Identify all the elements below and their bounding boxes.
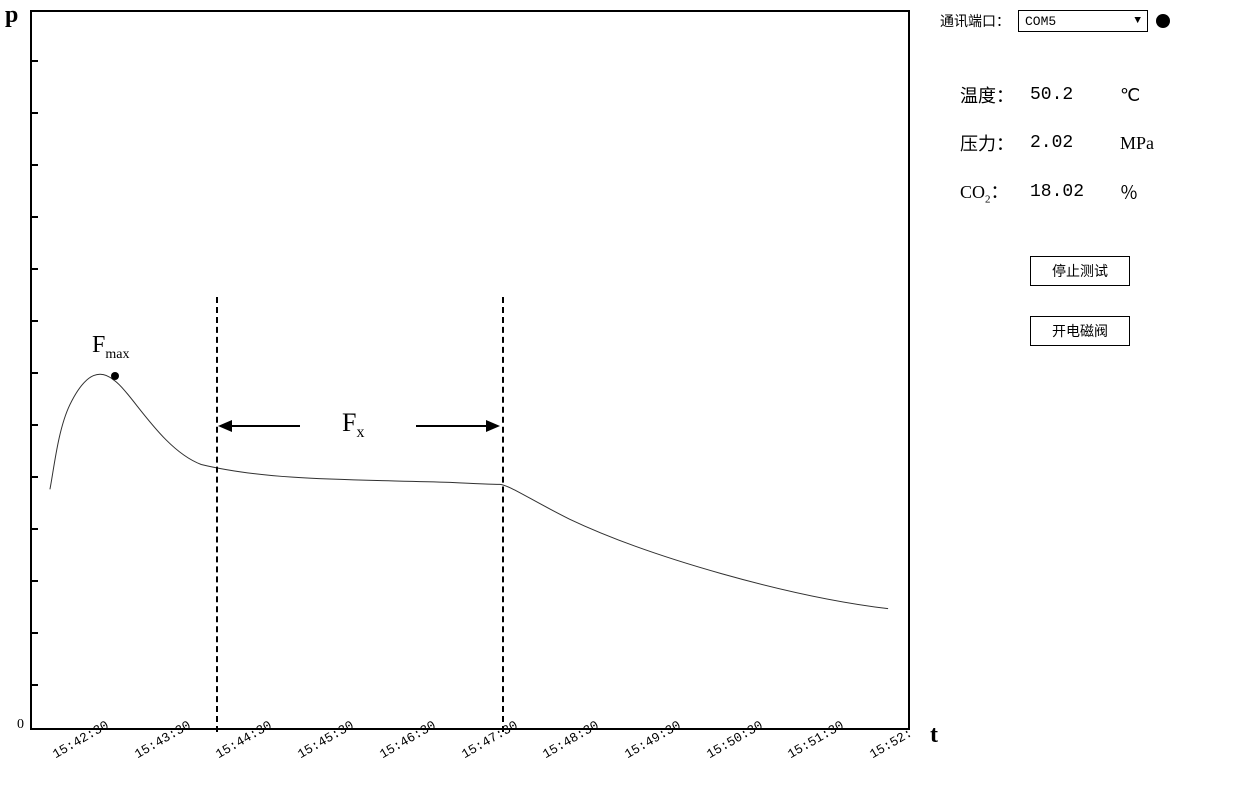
co2-row: CO2： 18.02 ％ <box>960 178 1220 206</box>
com-port-label: 通讯端口： <box>940 11 1010 31</box>
fx-range-start-line <box>216 297 218 732</box>
pressure-row: 压力： 2.02 MPa <box>960 130 1220 156</box>
fx-range-end-line <box>502 297 504 732</box>
pressure-label: 压力： <box>960 130 1030 156</box>
fmax-label: Fmax <box>92 332 129 363</box>
chart-plot-area: Fmax Fx 0 15:42:3015:43:3015:44:3015:45:… <box>30 10 910 730</box>
co2-unit: ％ <box>1120 179 1170 205</box>
stop-test-button[interactable]: 停止测试 <box>1030 256 1130 286</box>
x-axis-label: t <box>930 722 970 780</box>
y-axis-label: p <box>5 2 18 29</box>
co2-value: 18.02 <box>1030 182 1120 202</box>
temperature-row: 温度： 50.2 ℃ <box>960 82 1220 108</box>
temperature-unit: ℃ <box>1120 85 1170 106</box>
chart-container: p Fmax Fx 0 15:42:3015:43:3015:44:3015:4… <box>30 10 930 770</box>
com-port-select[interactable]: COM5 ▼ <box>1018 10 1148 32</box>
fx-label: Fx <box>342 408 364 442</box>
button-group: 停止测试 开电磁阀 <box>940 256 1220 346</box>
connection-status-indicator <box>1156 14 1170 28</box>
pressure-unit: MPa <box>1120 133 1170 154</box>
com-port-selected-value: COM5 <box>1025 14 1056 29</box>
readings-block: 温度： 50.2 ℃ 压力： 2.02 MPa CO2： 18.02 ％ <box>940 82 1220 206</box>
open-valve-button[interactable]: 开电磁阀 <box>1030 316 1130 346</box>
chevron-down-icon: ▼ <box>1134 15 1141 27</box>
x-tick-label: 15:52: <box>867 726 915 762</box>
control-panel: 通讯端口： COM5 ▼ 温度： 50.2 ℃ 压力： 2.02 MPa CO2… <box>940 10 1220 346</box>
chart-curve <box>32 12 908 728</box>
co2-label: CO2： <box>960 178 1030 206</box>
com-port-row: 通讯端口： COM5 ▼ <box>940 10 1220 32</box>
y-axis-zero: 0 <box>17 717 24 733</box>
temperature-label: 温度： <box>960 82 1030 108</box>
pressure-value: 2.02 <box>1030 133 1120 153</box>
temperature-value: 50.2 <box>1030 85 1120 105</box>
fmax-point-marker <box>111 372 119 380</box>
